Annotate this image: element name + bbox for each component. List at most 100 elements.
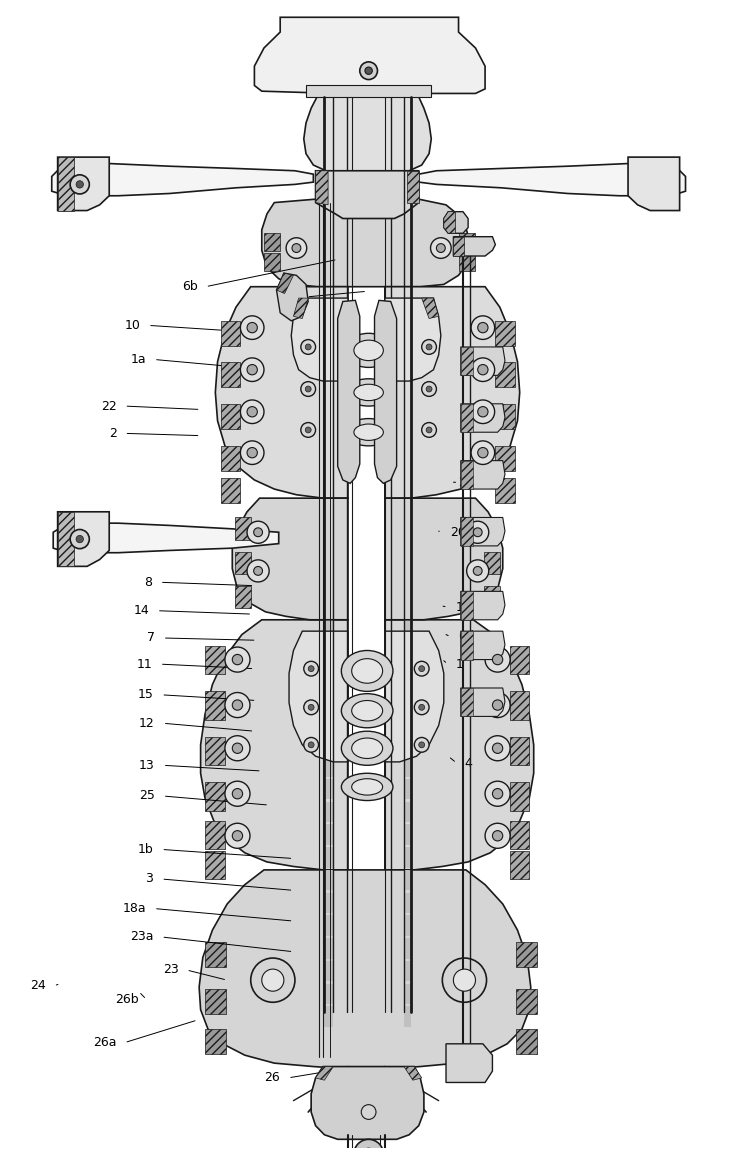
Ellipse shape [341, 774, 393, 800]
Polygon shape [496, 478, 514, 502]
Polygon shape [58, 512, 74, 566]
Polygon shape [407, 171, 419, 203]
Polygon shape [324, 188, 333, 209]
Polygon shape [324, 802, 333, 822]
Polygon shape [404, 96, 411, 117]
Circle shape [225, 781, 250, 806]
Polygon shape [404, 461, 411, 481]
Polygon shape [324, 893, 333, 913]
Polygon shape [461, 517, 505, 546]
Polygon shape [205, 989, 226, 1014]
Polygon shape [516, 989, 537, 1014]
Ellipse shape [341, 731, 393, 766]
Polygon shape [324, 938, 333, 958]
Polygon shape [510, 850, 529, 879]
Ellipse shape [344, 333, 393, 368]
Circle shape [247, 364, 257, 375]
Circle shape [225, 824, 250, 848]
Circle shape [301, 340, 316, 354]
Text: 14: 14 [133, 604, 149, 617]
Polygon shape [461, 688, 505, 717]
Polygon shape [324, 756, 333, 777]
Circle shape [467, 521, 489, 543]
Polygon shape [324, 984, 333, 1005]
Ellipse shape [354, 425, 384, 441]
Polygon shape [404, 619, 411, 640]
Circle shape [292, 244, 301, 253]
Polygon shape [419, 161, 686, 196]
Polygon shape [324, 733, 333, 754]
Ellipse shape [344, 379, 393, 406]
Circle shape [70, 175, 89, 194]
Polygon shape [324, 119, 333, 140]
Polygon shape [289, 631, 348, 762]
Polygon shape [385, 287, 520, 498]
Polygon shape [461, 347, 473, 376]
Circle shape [76, 536, 83, 543]
Polygon shape [205, 737, 225, 766]
Polygon shape [205, 1029, 226, 1054]
Polygon shape [324, 552, 333, 572]
Polygon shape [235, 551, 250, 574]
Circle shape [247, 560, 269, 582]
Polygon shape [311, 1066, 424, 1139]
Polygon shape [404, 733, 411, 754]
Polygon shape [235, 586, 250, 608]
Polygon shape [484, 551, 500, 574]
Text: 24: 24 [30, 979, 46, 992]
Polygon shape [324, 302, 333, 322]
Circle shape [473, 566, 482, 575]
Polygon shape [453, 237, 496, 256]
Ellipse shape [352, 701, 383, 722]
Polygon shape [324, 211, 333, 231]
Polygon shape [291, 298, 348, 380]
Circle shape [301, 422, 316, 437]
Polygon shape [404, 688, 411, 709]
Circle shape [426, 427, 432, 433]
Polygon shape [444, 211, 468, 233]
Circle shape [471, 316, 495, 340]
Circle shape [354, 1139, 384, 1160]
Polygon shape [324, 870, 333, 891]
Circle shape [485, 735, 510, 761]
Polygon shape [324, 392, 333, 413]
Polygon shape [404, 415, 411, 436]
Text: 10: 10 [124, 319, 140, 332]
Text: 11: 11 [136, 658, 152, 670]
Polygon shape [404, 211, 411, 231]
Polygon shape [404, 780, 411, 799]
Polygon shape [484, 586, 500, 608]
Text: 3: 3 [146, 872, 153, 885]
Polygon shape [404, 915, 411, 936]
Polygon shape [254, 17, 485, 96]
Circle shape [493, 831, 503, 841]
Text: 23: 23 [162, 964, 178, 977]
Circle shape [419, 704, 425, 710]
Circle shape [426, 345, 432, 350]
Circle shape [253, 528, 262, 537]
Polygon shape [324, 847, 333, 868]
Polygon shape [324, 96, 333, 117]
Polygon shape [422, 298, 438, 319]
Polygon shape [446, 1044, 493, 1082]
Circle shape [253, 566, 262, 575]
Circle shape [471, 358, 495, 382]
Polygon shape [277, 273, 293, 293]
Polygon shape [324, 574, 333, 595]
Polygon shape [58, 157, 109, 211]
Polygon shape [324, 506, 333, 527]
Polygon shape [324, 780, 333, 799]
Polygon shape [628, 157, 680, 211]
Polygon shape [262, 200, 470, 287]
Circle shape [426, 386, 432, 392]
Polygon shape [404, 938, 411, 958]
Polygon shape [404, 802, 411, 822]
Polygon shape [324, 688, 333, 709]
Circle shape [422, 382, 436, 397]
Polygon shape [510, 646, 529, 674]
Polygon shape [324, 643, 333, 664]
Polygon shape [404, 984, 411, 1005]
Circle shape [422, 422, 436, 437]
Polygon shape [404, 165, 411, 186]
Polygon shape [404, 711, 411, 731]
